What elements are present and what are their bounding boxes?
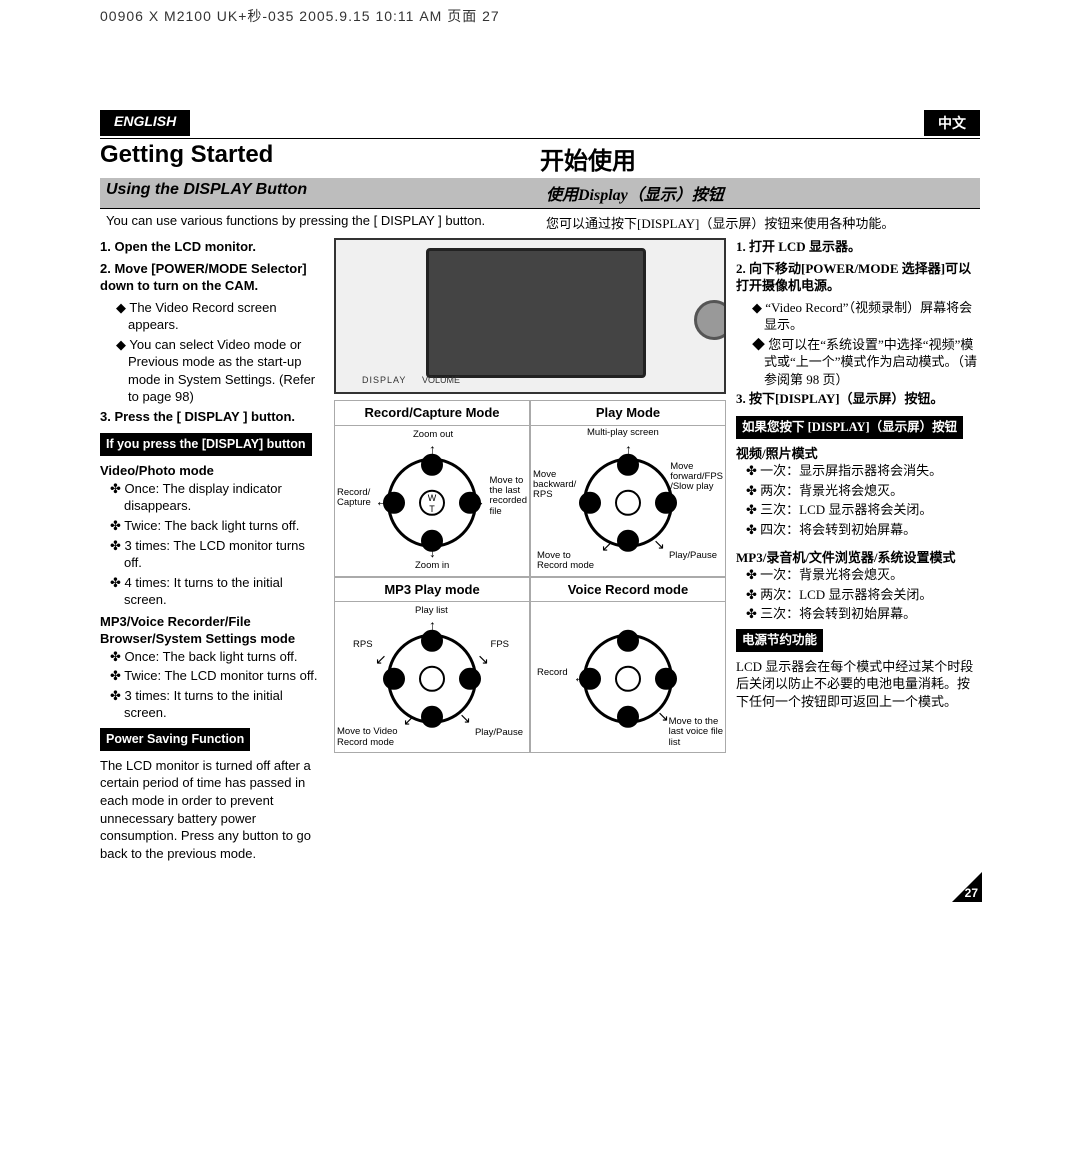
mp3-fps: FPS: [491, 640, 509, 650]
mode-rc-title: Record/Capture Mode: [335, 401, 529, 426]
cn-vp-d: 四次：将会转到初始屏幕。: [736, 521, 980, 539]
rc-record-capture: Record/ Capture: [337, 488, 371, 509]
en-mp3-a: Once: The back light turns off.: [100, 648, 324, 666]
mode-play-title: Play Mode: [531, 401, 725, 426]
device-illustration: DISPLAY VOLUME: [334, 238, 726, 394]
lang-english-badge: ENGLISH: [100, 110, 190, 136]
mode-mp3: MP3 Play mode Play list RPS FPS Move to …: [334, 577, 530, 754]
intro-row: You can use various functions by pressin…: [100, 209, 980, 238]
intro-chinese: 您可以通过按下[DISPLAY]（显示屏）按钮来使用各种功能。: [540, 209, 980, 238]
mp3-to-video: Move to Video Record mode: [337, 727, 398, 748]
en-step-1: 1. Open the LCD monitor.: [100, 238, 324, 256]
cn-mp3-b: 两次：LCD 显示器将会关闭。: [736, 586, 980, 604]
en-step-3: 3. Press the [ DISPLAY ] button.: [100, 408, 324, 426]
subtitle-chinese: 使用Display（显示）按钮: [540, 178, 980, 209]
col-diagrams: DISPLAY VOLUME Record/Capture Mode WT Zo…: [330, 238, 730, 862]
cn-step-1: 1. 打开 LCD 显示器。: [736, 238, 980, 256]
language-bar: ENGLISH 中文: [100, 110, 980, 136]
en-mp3-head: MP3/Voice Recorder/File Browser/System S…: [100, 613, 324, 648]
lang-chinese-badge: 中文: [924, 110, 980, 136]
cn-vp-a: 一次：显示屏指示器将会消失。: [736, 462, 980, 480]
col-chinese: 1. 打开 LCD 显示器。 2. 向下移动[POWER/MODE 选择器]可以…: [730, 238, 980, 862]
cn-step-3: 3. 按下[DISPLAY]（显示屏）按钮。: [736, 390, 980, 408]
play-pp: Play/Pause: [669, 551, 717, 561]
rc-zoom-in: Zoom in: [415, 561, 449, 571]
en-vp-b: Twice: The back light turns off.: [100, 517, 324, 535]
en-psf-head: Power Saving Function: [100, 728, 250, 751]
en-video-photo-head: Video/Photo mode: [100, 462, 324, 480]
intro-english: You can use various functions by pressin…: [100, 209, 540, 238]
device-display-label: DISPLAY: [362, 374, 406, 386]
mp3-rps: RPS: [353, 640, 373, 650]
title-english: Getting Started: [100, 141, 540, 176]
rc-move-last: Move to the last recorded file: [490, 476, 528, 518]
en-step-2: 2. Move [POWER/MODE Selector] down to tu…: [100, 260, 324, 295]
main-columns: 1. Open the LCD monitor. 2. Move [POWER/…: [100, 238, 980, 862]
voice-last: Move to the last voice file list: [669, 717, 723, 748]
mode-voice: Voice Record mode Record Move to the las…: [530, 577, 726, 754]
play-back: Move backward/ RPS: [533, 470, 576, 501]
play-fwd: Move forward/FPS /Slow play: [670, 462, 723, 493]
dial-rc: WT: [387, 457, 477, 547]
subtitle-english: Using the DISPLAY Button: [100, 178, 540, 209]
cn-video-photo-head: 视频/照片模式: [736, 445, 980, 463]
titles-row: Getting Started 开始使用: [100, 141, 980, 176]
play-to-record: Move to Record mode: [537, 551, 594, 572]
page-number: 27: [965, 886, 978, 900]
subtitle-bar: Using the DISPLAY Button 使用Display（显示）按钮: [100, 178, 980, 209]
mode-voice-title: Voice Record mode: [531, 578, 725, 603]
cn-mp3-c: 三次：将会转到初始屏幕。: [736, 605, 980, 623]
en-display-press-heading: If you press the [DISPLAY] button: [100, 433, 312, 456]
print-header: 00906 X M2100 UK+秒-035 2005.9.15 10:11 A…: [100, 6, 500, 26]
en-step-2a: The Video Record screen appears.: [100, 299, 324, 334]
cn-display-press-heading: 如果您按下 [DISPLAY]（显示屏）按钮: [736, 416, 963, 439]
cn-step-2a: “Video Record”（视频录制）屏幕将会显示。: [736, 299, 980, 334]
cn-step-2: 2. 向下移动[POWER/MODE 选择器]可以打开摄像机电源。: [736, 260, 980, 295]
title-chinese: 开始使用: [540, 141, 980, 176]
cn-mp3-a: 一次：背景光将会熄灭。: [736, 566, 980, 584]
cn-mp3-head: MP3/录音机/文件浏览器/系统设置模式: [736, 549, 980, 567]
mode-play: Play Mode Multi-play screen Move backwar…: [530, 400, 726, 577]
mode-grid: Record/Capture Mode WT Zoom out Zoom in …: [334, 400, 726, 753]
en-vp-d: 4 times: It turns to the initial screen.: [100, 574, 324, 609]
mode-record-capture: Record/Capture Mode WT Zoom out Zoom in …: [334, 400, 530, 577]
play-multi: Multi-play screen: [587, 428, 659, 438]
en-step-2b: You can select Video mode or Previous mo…: [100, 336, 324, 406]
device-lcd: [426, 248, 646, 378]
device-volume-label: VOLUME: [422, 374, 460, 386]
rc-zoom-out: Zoom out: [413, 430, 453, 440]
col-english: 1. Open the LCD monitor. 2. Move [POWER/…: [100, 238, 330, 862]
device-hinge: [694, 300, 726, 340]
mp3-pp: Play/Pause: [475, 728, 523, 738]
mp3-playlist: Play list: [415, 606, 448, 616]
cn-psf-body: LCD 显示器会在每个模式中经过某个时段后关闭以防止不必要的电池电量消耗。按下任…: [736, 658, 980, 711]
en-vp-a: Once: The display indicator disappears.: [100, 480, 324, 515]
en-mp3-b: Twice: The LCD monitor turns off.: [100, 667, 324, 685]
cn-psf-head: 电源节约功能: [736, 629, 823, 652]
en-vp-c: 3 times: The LCD monitor turns off.: [100, 537, 324, 572]
page: ENGLISH 中文 Getting Started 开始使用 Using th…: [100, 110, 980, 862]
mode-mp3-title: MP3 Play mode: [335, 578, 529, 603]
cn-step-2b: 您可以在“系统设置”中选择“视频”模式或“上一个”模式作为启动模式。（请参阅第 …: [736, 336, 980, 389]
en-mp3-c: 3 times: It turns to the initial screen.: [100, 687, 324, 722]
en-psf-body: The LCD monitor is turned off after a ce…: [100, 757, 324, 862]
cn-vp-c: 三次：LCD 显示器将会关闭。: [736, 501, 980, 519]
cn-vp-b: 两次：背景光将会熄灭。: [736, 482, 980, 500]
voice-record: Record: [537, 668, 568, 678]
